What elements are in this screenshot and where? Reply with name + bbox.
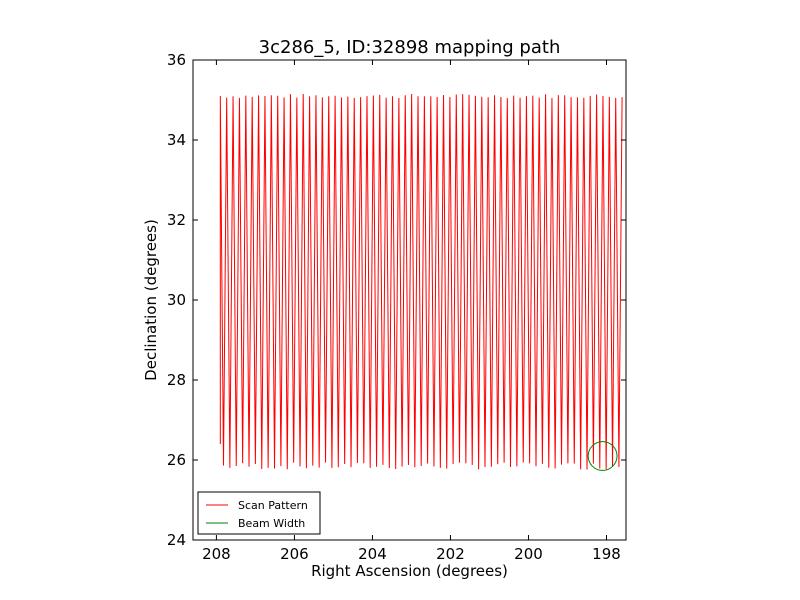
y-tick-label: 28 bbox=[167, 371, 186, 389]
x-tick-label: 204 bbox=[358, 545, 387, 563]
scan-pattern-line bbox=[219, 94, 623, 470]
y-axis: 24 26 28 30 32 34 36 bbox=[167, 51, 626, 549]
y-tick-label: 26 bbox=[167, 451, 186, 469]
x-tick-label: 200 bbox=[514, 545, 543, 563]
y-tick-label: 24 bbox=[167, 531, 186, 549]
x-tick-label: 202 bbox=[436, 545, 465, 563]
legend-label-beam-width: Beam Width bbox=[238, 517, 305, 530]
x-tick-label: 198 bbox=[592, 545, 621, 563]
legend-box bbox=[197, 491, 321, 535]
x-tick-label: 206 bbox=[280, 545, 309, 563]
y-tick-label: 34 bbox=[167, 131, 186, 149]
chart-title: 3c286_5, ID:32898 mapping path bbox=[259, 37, 561, 58]
y-tick-label: 30 bbox=[167, 291, 186, 309]
x-tick-label: 208 bbox=[202, 545, 231, 563]
legend-label-scan-pattern: Scan Pattern bbox=[238, 499, 308, 512]
plot-area bbox=[219, 94, 623, 471]
y-tick-label: 32 bbox=[167, 211, 186, 229]
y-tick-label: 36 bbox=[167, 51, 186, 69]
beam-width-circle bbox=[587, 441, 618, 471]
legend: Scan Pattern Beam Width bbox=[197, 491, 321, 535]
x-axis-title: Right Ascension (degrees) bbox=[311, 562, 508, 580]
x-axis: 208 206 204 202 200 198 bbox=[202, 60, 621, 563]
y-axis-title: Declination (degrees) bbox=[142, 219, 160, 381]
